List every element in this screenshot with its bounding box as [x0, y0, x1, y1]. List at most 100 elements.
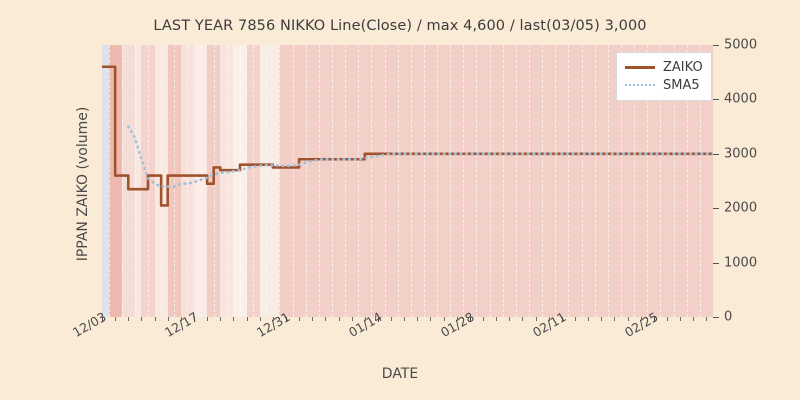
background-band	[279, 45, 300, 317]
x-tick-minor	[404, 317, 406, 321]
gridline	[174, 45, 176, 317]
gridline	[358, 45, 360, 317]
x-tick-major	[193, 317, 195, 322]
gridline	[318, 45, 320, 317]
y-tick-label: 1000	[724, 255, 758, 271]
gridline	[699, 45, 701, 317]
y-tick	[713, 45, 719, 46]
x-tick-minor	[207, 317, 209, 321]
series-line-sma5	[126, 125, 713, 188]
x-tick-minor	[575, 317, 577, 321]
x-tick-minor	[220, 317, 222, 321]
x-tick-minor	[272, 317, 274, 321]
gridline	[305, 45, 307, 317]
gridline	[292, 45, 294, 317]
x-tick-minor	[680, 317, 682, 321]
gridline	[423, 45, 425, 317]
x-tick-minor	[391, 317, 393, 321]
solid-line-swatch	[625, 61, 655, 73]
gridline	[647, 45, 649, 317]
x-tick-label: 12/03	[70, 308, 109, 340]
x-tick-minor	[522, 317, 524, 321]
background-band	[167, 45, 181, 317]
y-tick-label: 3000	[724, 146, 758, 162]
y-tick-label: 4000	[724, 91, 758, 107]
series-line-zaiko	[102, 65, 713, 207]
legend-label: SMA5	[663, 77, 700, 93]
gridline	[450, 45, 452, 317]
gridline	[463, 45, 465, 317]
x-axis-label: DATE	[381, 366, 419, 382]
x-tick-minor	[640, 317, 642, 321]
gridline	[568, 45, 570, 317]
chart-legend: ZAIKO SMA5	[616, 52, 712, 101]
y-tick	[713, 208, 719, 210]
x-tick-minor	[325, 317, 327, 321]
background-band	[108, 45, 122, 317]
x-tick-major	[102, 317, 103, 322]
gridline	[371, 45, 373, 317]
legend-item-zaiko[interactable]: ZAIKO	[625, 58, 703, 76]
gridline	[686, 45, 688, 317]
x-tick-minor	[115, 317, 117, 321]
y-tick	[713, 99, 719, 101]
legend-item-sma5[interactable]: SMA5	[625, 76, 703, 94]
x-tick-minor	[430, 317, 432, 321]
data-series-layer	[102, 65, 713, 207]
dotted-line-swatch	[625, 79, 655, 91]
gridline	[266, 45, 268, 317]
x-tick-minor	[351, 317, 353, 321]
gridline	[476, 45, 478, 317]
x-tick-minor	[128, 317, 130, 321]
gridline	[634, 45, 636, 317]
background-band	[180, 45, 194, 317]
x-tick-minor	[443, 317, 445, 321]
gridline	[331, 45, 333, 317]
x-tick-major	[653, 317, 655, 322]
x-tick-minor	[601, 317, 603, 321]
gridline	[437, 45, 439, 317]
x-tick-minor	[496, 317, 498, 321]
gridline	[226, 45, 228, 317]
gridline	[279, 45, 281, 317]
y-tick-label: 2000	[724, 200, 758, 216]
x-tick-minor	[246, 317, 248, 321]
x-tick-minor	[180, 317, 182, 321]
x-tick-minor	[338, 317, 340, 321]
gridline	[489, 45, 491, 317]
y-tick	[713, 262, 719, 264]
x-tick-major	[377, 317, 379, 322]
gridline	[239, 45, 241, 317]
x-tick-minor	[509, 317, 511, 321]
gridline	[594, 45, 596, 317]
gridline	[515, 45, 517, 317]
x-tick-minor	[154, 317, 156, 321]
gridline	[345, 45, 347, 317]
x-tick-minor	[614, 317, 616, 321]
x-tick-minor	[548, 317, 550, 321]
x-tick-minor	[417, 317, 419, 321]
gridline	[397, 45, 399, 317]
x-tick-minor	[141, 317, 143, 321]
x-tick-minor	[706, 317, 708, 321]
legend-label: ZAIKO	[663, 59, 703, 75]
x-tick-minor	[627, 317, 629, 321]
x-tick-minor	[167, 317, 169, 321]
gridline	[121, 45, 123, 317]
y-tick-label: 0	[724, 309, 733, 325]
x-tick-minor	[483, 317, 485, 321]
x-tick-minor	[667, 317, 668, 321]
x-tick-minor	[259, 317, 261, 321]
background-band	[102, 45, 109, 317]
background-band	[259, 45, 280, 317]
gridline	[660, 45, 662, 317]
x-tick-minor	[588, 317, 590, 321]
x-tick-major	[469, 317, 471, 322]
y-tick-label: 5000	[724, 37, 758, 53]
gridline	[253, 45, 255, 317]
gridline	[529, 45, 531, 317]
gridline	[673, 45, 675, 317]
x-tick-minor	[233, 317, 235, 321]
x-tick-minor	[312, 317, 314, 321]
gridline	[542, 45, 544, 317]
